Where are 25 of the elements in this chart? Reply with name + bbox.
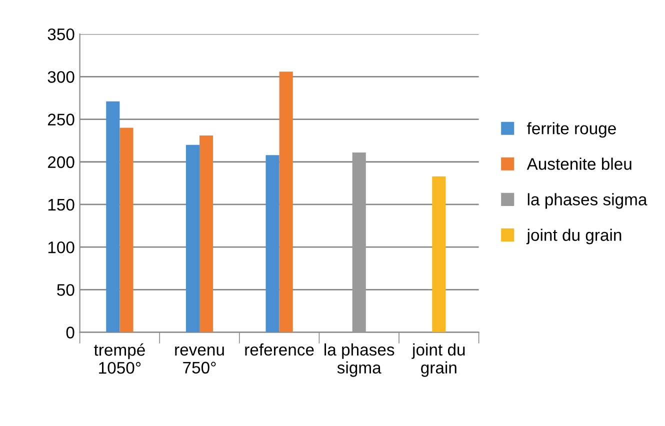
legend-label: joint du grain bbox=[526, 228, 622, 244]
bar bbox=[186, 144, 200, 332]
legend-label: la phases sigma bbox=[528, 193, 648, 209]
y-tick-label: 50 bbox=[57, 284, 74, 296]
x-tick-label: la phases sigma bbox=[324, 343, 394, 377]
y-tick-label: 350 bbox=[48, 28, 74, 40]
x-tick-label: trempé 1050° bbox=[94, 343, 145, 374]
bar bbox=[106, 101, 120, 332]
y-tick-label: 0 bbox=[66, 326, 74, 338]
bar bbox=[120, 128, 134, 332]
bar bbox=[432, 176, 446, 332]
legend-label: Austenite bleu bbox=[526, 158, 632, 170]
y-tick-label: 300 bbox=[48, 71, 74, 83]
bar bbox=[200, 135, 214, 332]
x-tick-label: revenu 750° bbox=[175, 346, 224, 374]
y-tick-label: 150 bbox=[48, 198, 74, 211]
x-tick-label: joint du grain bbox=[412, 343, 465, 377]
bar bbox=[279, 72, 293, 332]
x-tick-label: reference bbox=[245, 343, 314, 356]
y-tick-label: 100 bbox=[48, 241, 74, 254]
bar bbox=[266, 155, 280, 332]
y-tick-label: 200 bbox=[48, 156, 74, 168]
y-tick-label: 250 bbox=[48, 114, 74, 126]
bar bbox=[352, 152, 366, 332]
legend-label: ferrite rouge bbox=[527, 122, 616, 138]
